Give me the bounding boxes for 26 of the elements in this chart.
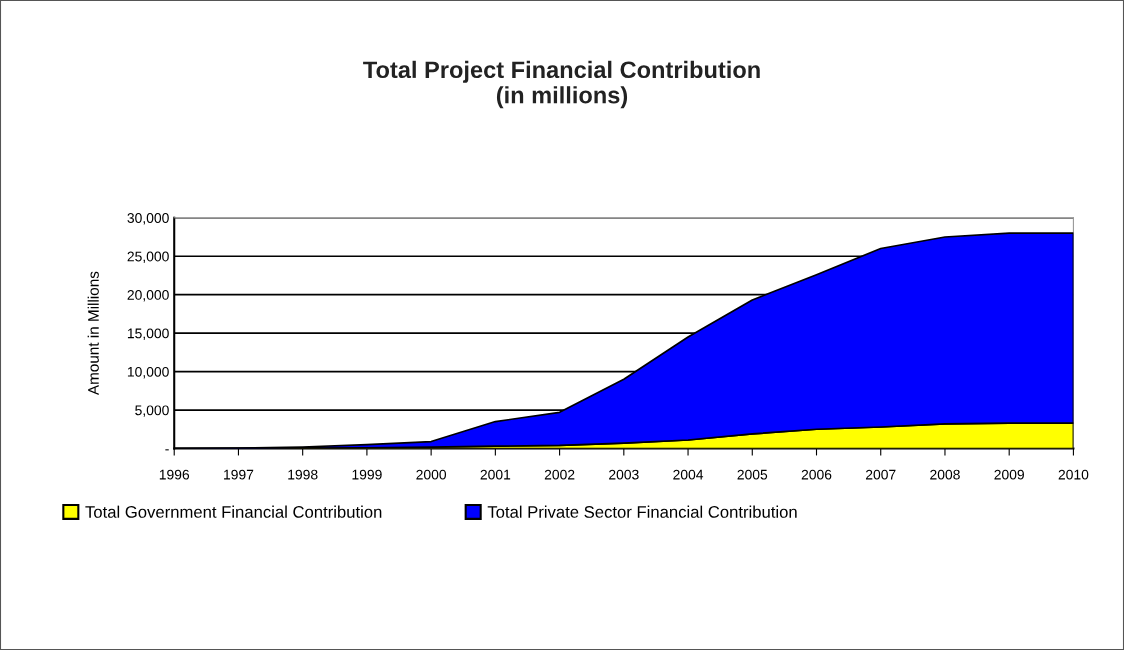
x-tick-label: 2001	[480, 469, 511, 480]
x-tick-label: 1996	[159, 469, 190, 480]
x-tick-label: 2008	[930, 469, 960, 480]
legend-label: Total Government Financial Contribution	[85, 505, 382, 518]
y-axis-title: Amount in Millions	[87, 271, 99, 396]
x-tick-label: 1999	[352, 469, 382, 480]
chart-title: Total Project Financial Contribution (in millions)	[363, 60, 760, 109]
x-tick-label: 2005	[737, 469, 768, 480]
y-tick-label: 5,000	[135, 405, 169, 417]
x-tick-label: 2003	[609, 469, 639, 480]
x-tick-label: 2010	[1058, 469, 1089, 480]
x-tick-label: 2000	[416, 469, 447, 480]
y-tick-label: -	[165, 449, 169, 451]
y-tick-label: 15,000	[127, 328, 169, 340]
x-tick-label: 2004	[673, 469, 704, 480]
x-tick-label: 2002	[544, 469, 575, 480]
legend-label: Total Private Sector Financial Contribution	[487, 505, 797, 518]
x-tick-label: 2006	[801, 469, 832, 480]
y-tick-label: 25,000	[127, 251, 169, 264]
x-tick-label: 1997	[224, 469, 254, 480]
x-tick-label: 2009	[994, 469, 1024, 480]
y-tick-label: 30,000	[127, 213, 169, 225]
x-tick-label: 1998	[288, 469, 318, 480]
y-tick-label: 20,000	[127, 290, 169, 302]
x-tick-label: 2007	[865, 469, 896, 480]
y-tick-label: 10,000	[127, 366, 169, 379]
